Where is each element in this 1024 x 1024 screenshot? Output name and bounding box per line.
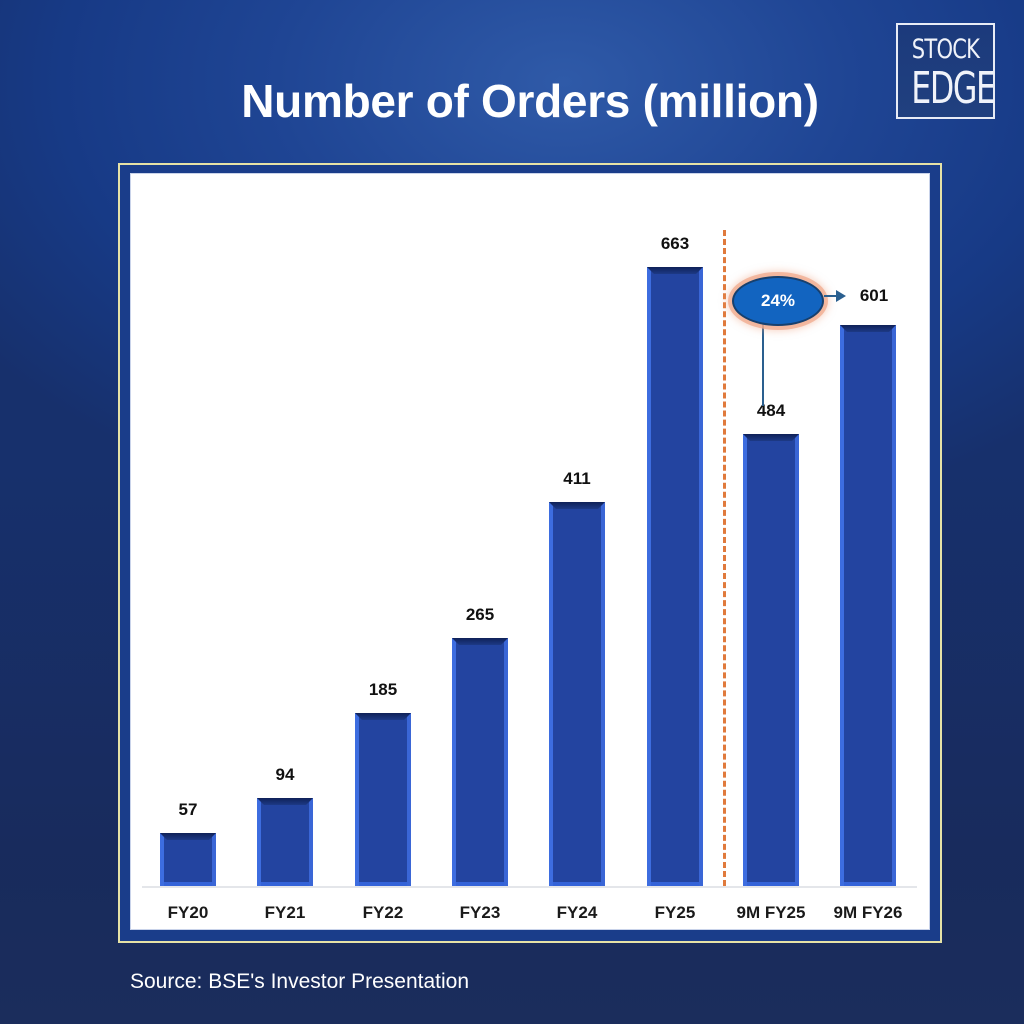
- bar-9m-fy26: [840, 325, 896, 886]
- value-label: 185: [368, 680, 398, 699]
- logo-line-2: EDGE: [911, 63, 996, 114]
- value-label: 601: [859, 286, 889, 305]
- chart-title: Number of Orders (million): [241, 75, 819, 127]
- growth-arrow-line: [824, 295, 838, 297]
- bar-fy21: [257, 798, 313, 886]
- value-label: 411: [563, 469, 591, 488]
- x-axis-label: FY23: [459, 903, 501, 922]
- arrow-right-icon: [836, 290, 846, 302]
- bar-fy23: [452, 638, 508, 886]
- value-label: 484: [756, 401, 786, 420]
- bar-fy22: [355, 713, 411, 886]
- bar-fy25: [647, 267, 703, 886]
- source-note: Source: BSE's Investor Presentation: [130, 970, 470, 993]
- x-axis-label: FY20: [167, 903, 209, 922]
- period-divider: [723, 230, 726, 886]
- value-label: 265: [465, 605, 495, 624]
- x-axis-label: FY24: [556, 903, 598, 922]
- x-axis-label: FY22: [362, 903, 404, 922]
- x-axis-line: [142, 886, 917, 888]
- value-label: 663: [660, 234, 690, 253]
- logo-line-1: STOCK: [911, 34, 980, 65]
- value-label: 57: [178, 800, 198, 819]
- bar-9m-fy25: [743, 434, 799, 886]
- x-axis-label: FY21: [264, 903, 306, 922]
- bar-fy20: [160, 833, 216, 886]
- stockedge-logo: STOCK EDGE: [896, 23, 996, 119]
- x-axis-label: 9M FY26: [833, 903, 903, 922]
- x-axis-label: FY25: [654, 903, 696, 922]
- x-axis-label: 9M FY25: [736, 903, 806, 922]
- growth-connector-line: [762, 322, 764, 406]
- value-label: 94: [275, 765, 295, 784]
- growth-bubble: 24%: [732, 276, 824, 326]
- bar-fy24: [549, 502, 605, 886]
